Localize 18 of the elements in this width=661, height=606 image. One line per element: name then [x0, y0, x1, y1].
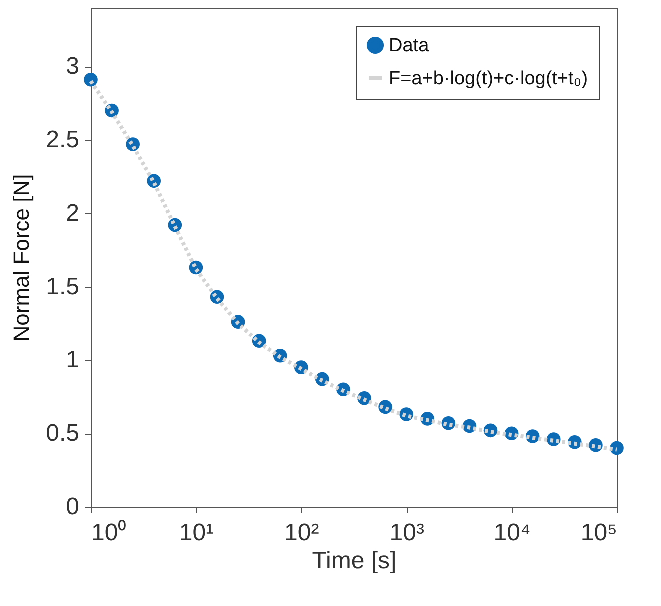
y-axis-title: Normal Force [N]	[9, 174, 34, 342]
y-tick-label: 2.5	[46, 126, 80, 154]
x-tick-label: 10¹	[179, 520, 214, 546]
legend-label: F=a+b·log(t)+c·log(t+t₀)	[389, 68, 588, 90]
x-tick-label: 10³	[390, 520, 424, 546]
y-tick-label: 3	[66, 53, 80, 80]
y-tick-label: 0.5	[46, 420, 80, 448]
y-tick-label: 1.5	[46, 273, 80, 300]
y-tick-label: 1	[66, 346, 80, 374]
point	[84, 73, 98, 87]
legend-label: Data	[389, 36, 430, 56]
x-tick-label: 10²	[284, 520, 320, 546]
x-tick-label: 10⁰	[92, 520, 126, 546]
x-tick-label: 10⁵	[580, 520, 618, 546]
y-tick-label: 0	[66, 494, 80, 520]
x-axis-title: Time [s]	[312, 548, 397, 574]
y-tick-label: 2	[66, 200, 80, 227]
x-tick-label: 10⁴	[494, 520, 531, 546]
